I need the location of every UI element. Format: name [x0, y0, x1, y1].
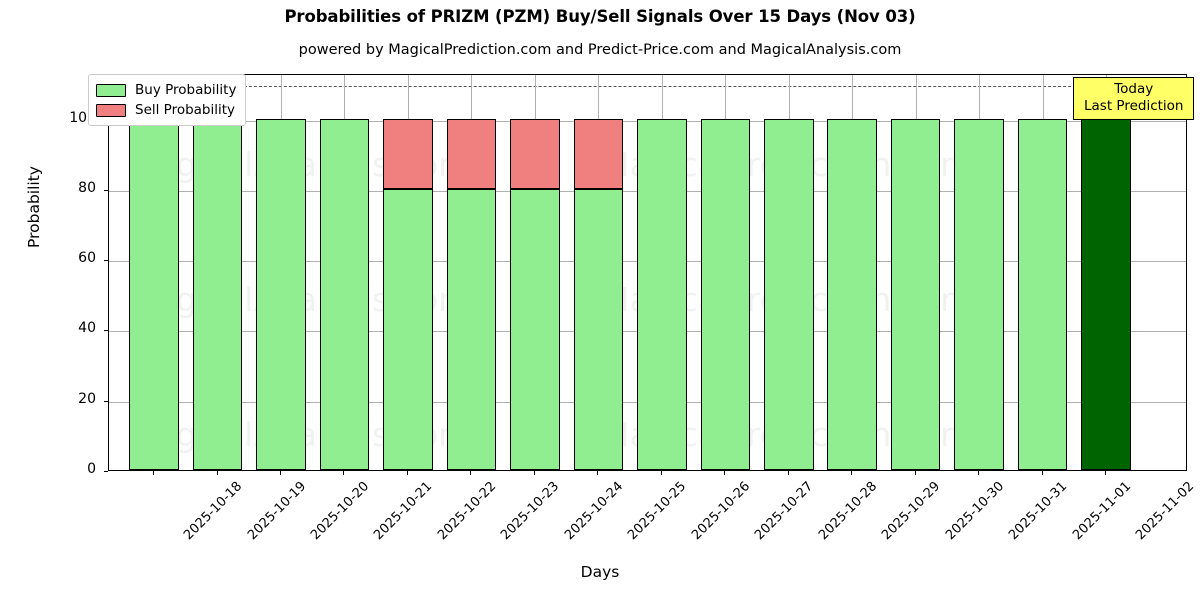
y-tick-label-20: 20	[78, 390, 96, 407]
bar-segment-buy-probability	[383, 188, 433, 470]
x-tick-label-2025-11-01: 2025-11-01	[1069, 479, 1134, 544]
x-tick-mark-2025-10-20	[280, 471, 281, 475]
bar-2025-10-23[interactable]	[446, 75, 497, 470]
y-tick-label-60: 60	[78, 250, 96, 267]
x-tick-label-2025-10-26: 2025-10-26	[688, 479, 753, 544]
x-tick-mark-2025-10-21	[343, 471, 345, 475]
bar-segment-sell-probability	[573, 118, 624, 189]
x-tick-mark-2025-10-25	[597, 471, 599, 475]
bar-2025-10-25[interactable]	[573, 75, 624, 470]
x-tick-mark-2025-10-29	[851, 471, 853, 475]
bar-2025-10-22[interactable]	[383, 75, 433, 470]
legend-swatch-sell	[96, 103, 126, 117]
bar-segment-buy-probability	[129, 118, 179, 470]
x-tick-label-2025-11-02: 2025-11-02	[1133, 479, 1198, 544]
bar-segment-buy-probability	[1017, 118, 1068, 470]
plot-area: MagicalAnalysis.comMagicalPrediction.com…	[108, 74, 1187, 471]
x-tick-label-2025-10-22: 2025-10-22	[435, 479, 500, 544]
bar-2025-10-30[interactable]	[890, 75, 941, 470]
bar-segment-buy-probability	[954, 118, 1004, 470]
x-tick-label-2025-10-20: 2025-10-20	[308, 479, 373, 544]
x-tick-label-2025-10-19: 2025-10-19	[244, 479, 309, 544]
x-tick-mark-2025-10-27	[724, 471, 726, 475]
bar-2025-10-24[interactable]	[510, 75, 560, 470]
x-tick-mark-2025-10-23	[470, 471, 472, 475]
today-annotation-line1: Today	[1114, 81, 1154, 97]
x-tick-label-2025-10-27: 2025-10-27	[752, 479, 817, 544]
chart-legend: Buy Probability Sell Probability	[88, 74, 247, 126]
reference-line	[109, 85, 1186, 87]
x-tick-mark-2025-10-28	[787, 471, 789, 475]
x-tick-label-2025-10-23: 2025-10-23	[498, 479, 563, 544]
bar-2025-10-21[interactable]	[319, 75, 370, 470]
y-tick-mark-80	[104, 189, 108, 191]
bar-segment-buy-probability	[637, 118, 687, 470]
y-tick-mark-20	[104, 400, 108, 402]
bar-2025-10-28[interactable]	[764, 75, 814, 470]
chart-subtitle: powered by MagicalPrediction.com and Pre…	[298, 42, 902, 58]
bar-segment-buy-probability	[764, 118, 814, 470]
x-tick-mark-2025-10-30	[914, 471, 916, 475]
y-tick-mark-40	[104, 330, 108, 332]
legend-item-buy: Buy Probability	[96, 80, 236, 100]
x-tick-label-2025-10-25: 2025-10-25	[625, 479, 690, 544]
x-tick-mark-2025-10-19	[216, 471, 218, 475]
bar-2025-11-02[interactable]	[1081, 75, 1131, 470]
bar-segment-sell-probability	[446, 118, 497, 189]
chart-title: Probabilities of PRIZM (PZM) Buy/Sell Si…	[284, 7, 916, 26]
y-tick-label-100: 100	[69, 109, 96, 126]
x-tick-label-2025-10-30: 2025-10-30	[942, 479, 1007, 544]
legend-label-sell: Sell Probability	[135, 102, 236, 118]
bar-segment-buy-probability	[700, 118, 751, 470]
bar-2025-10-27[interactable]	[700, 75, 751, 470]
x-axis-label: Days	[580, 563, 620, 581]
bar-segment-buy-probability	[890, 118, 941, 470]
bar-segment-buy-probability	[256, 118, 306, 470]
x-tick-mark-2025-11-02	[1105, 471, 1107, 475]
legend-swatch-buy	[96, 83, 126, 97]
bar-segment-buy-probability	[827, 118, 877, 470]
x-tick-mark-2025-10-18	[153, 471, 155, 475]
bar-segment-sell-probability	[510, 118, 560, 189]
y-axis-label: Probability	[25, 166, 43, 248]
x-tick-label-2025-10-31: 2025-10-31	[1006, 479, 1071, 544]
y-tick-mark-60	[104, 260, 108, 262]
y-tick-label-0: 0	[87, 461, 96, 477]
bar-segment-today	[1081, 118, 1131, 470]
y-tick-label-40: 40	[78, 320, 96, 337]
bar-segment-buy-probability	[510, 188, 560, 470]
x-tick-mark-2025-10-24	[533, 471, 535, 475]
x-tick-mark-2025-10-22	[406, 471, 408, 475]
bar-2025-10-29[interactable]	[827, 75, 877, 470]
x-tick-mark-2025-11-01	[1041, 471, 1043, 475]
bar-segment-buy-probability	[446, 188, 497, 470]
x-tick-mark-2025-10-31	[978, 471, 980, 475]
bar-2025-10-18[interactable]	[129, 75, 179, 470]
bar-2025-10-31[interactable]	[954, 75, 1004, 470]
legend-item-sell: Sell Probability	[96, 100, 236, 120]
y-tick-label-80: 80	[78, 179, 96, 196]
bar-2025-10-20[interactable]	[256, 75, 306, 470]
x-tick-label-2025-10-18: 2025-10-18	[181, 479, 246, 544]
today-annotation: Today Last Prediction	[1073, 77, 1195, 120]
bar-segment-buy-probability	[319, 118, 370, 470]
bar-segment-buy-probability	[192, 118, 243, 470]
bar-2025-10-26[interactable]	[637, 75, 687, 470]
x-tick-label-2025-10-28: 2025-10-28	[815, 479, 880, 544]
x-tick-label-2025-10-21: 2025-10-21	[371, 479, 436, 544]
y-tick-mark-0	[104, 471, 108, 472]
bar-2025-11-01[interactable]	[1017, 75, 1068, 470]
today-annotation-line2: Last Prediction	[1084, 98, 1184, 114]
x-tick-label-2025-10-24: 2025-10-24	[562, 479, 627, 544]
legend-label-buy: Buy Probability	[135, 82, 237, 98]
bar-2025-10-19[interactable]	[192, 75, 243, 470]
x-tick-label-2025-10-29: 2025-10-29	[879, 479, 944, 544]
bar-segment-buy-probability	[573, 188, 624, 470]
x-tick-mark-2025-10-26	[660, 471, 662, 475]
bar-segment-sell-probability	[383, 118, 433, 189]
